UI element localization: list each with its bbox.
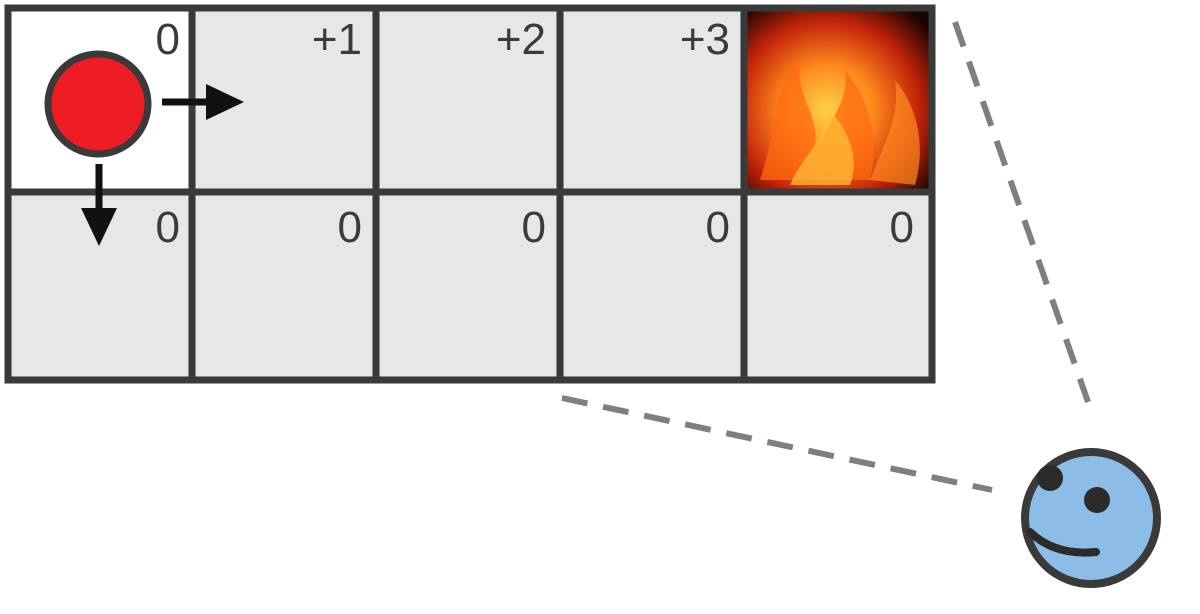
- reward-label-r0-c0: 0: [156, 15, 180, 64]
- observer-eye-left: [1037, 465, 1063, 491]
- fire-flame-2: [790, 105, 854, 185]
- reward-label-r1-c1: 0: [338, 203, 362, 252]
- cell-r1-c4: [744, 192, 930, 378]
- arrow-right-icon: [162, 84, 244, 120]
- observer-eye-right: [1084, 487, 1110, 513]
- agent-circle: [44, 50, 152, 158]
- cell-r0-c2: [376, 10, 560, 192]
- observer-face: [1021, 448, 1161, 588]
- reward-label-r1-c0: 0: [156, 203, 180, 252]
- sight-line-top: [952, 21, 1091, 403]
- reward-label-r1-c2: 0: [522, 203, 546, 252]
- fire-cell: [744, 10, 930, 192]
- sight-line-bottom: [561, 395, 993, 493]
- cell-r1-c1: [192, 192, 376, 378]
- observer-smile: [1026, 528, 1100, 557]
- reward-label-r0-c1: +1: [312, 15, 362, 64]
- cell-r1-c3: [560, 192, 744, 378]
- reward-label-r0-c3: +3: [680, 15, 730, 64]
- reward-label-r0-c2: +2: [496, 15, 546, 64]
- arrow-down-icon: [81, 164, 117, 246]
- fire-flame-3: [870, 80, 920, 185]
- reward-label-r1-c3: 0: [706, 203, 730, 252]
- cell-r0-c3: [560, 10, 744, 192]
- reward-label-r1-c4: 0: [890, 203, 914, 252]
- grid: [4, 4, 936, 384]
- cell-r1-c2: [376, 192, 560, 378]
